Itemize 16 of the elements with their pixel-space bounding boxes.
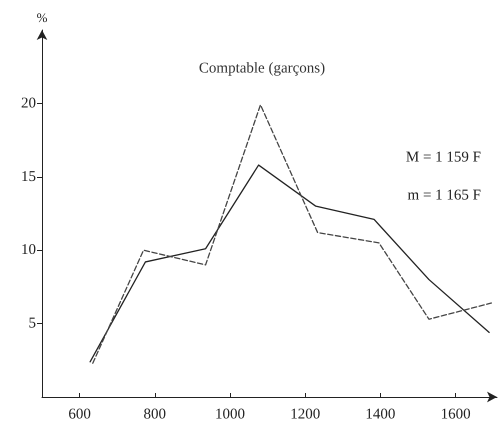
annotation: M = 1 159 F: [406, 150, 481, 166]
x-tick-label: 1400: [365, 406, 396, 422]
y-axis-title: %: [36, 10, 48, 25]
x-tick-label: 800: [144, 406, 166, 422]
x-tick-label: 600: [68, 406, 91, 422]
x-tick-label: 1600: [440, 406, 471, 422]
line-series: [92, 104, 492, 364]
y-tick-label: 20: [21, 95, 36, 112]
annotation: m = 1 165 F: [408, 188, 482, 204]
text: Comptable (garçons): [198, 60, 326, 76]
x-tick-label: 1000: [215, 406, 246, 422]
y-tick-label: 10: [21, 242, 36, 258]
line-series: [89, 164, 490, 362]
y-tick-label: 5: [28, 316, 36, 332]
x-tick-label: 1200: [290, 406, 320, 422]
y-tick-label: 15: [21, 168, 36, 185]
